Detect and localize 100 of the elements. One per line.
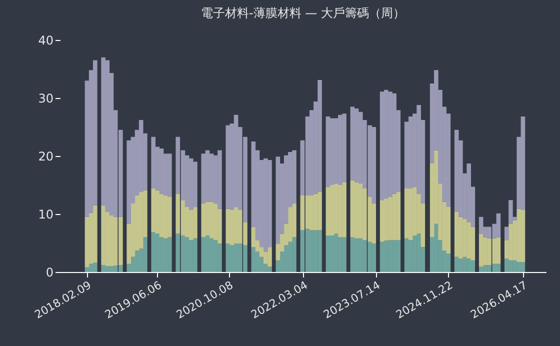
bar [342, 237, 346, 272]
bar [226, 125, 230, 209]
bar [318, 192, 322, 230]
bar [205, 150, 210, 202]
bar [168, 237, 172, 272]
bar [408, 116, 413, 188]
bar [209, 202, 214, 238]
bar [326, 186, 330, 236]
bar [151, 188, 156, 232]
bar [88, 264, 94, 272]
bar [188, 158, 194, 210]
bar [209, 154, 214, 202]
bar [470, 260, 476, 272]
bar [388, 92, 392, 197]
bar [504, 226, 509, 240]
bar [318, 230, 322, 272]
bar [512, 260, 517, 272]
bar [159, 237, 164, 272]
bar [326, 116, 330, 187]
bar [338, 114, 342, 185]
bar [496, 264, 501, 272]
bar [334, 118, 338, 184]
bar [163, 238, 168, 272]
y-tick-label: 40 [38, 34, 54, 48]
bar [168, 154, 172, 197]
bar [218, 150, 222, 209]
bar [288, 207, 292, 242]
bar [264, 158, 268, 252]
bar [392, 194, 396, 240]
bar [342, 114, 346, 182]
bar [516, 208, 522, 262]
bar [372, 244, 376, 272]
bar [205, 202, 210, 236]
bar [354, 182, 359, 238]
bar [516, 262, 522, 272]
bar [101, 205, 106, 266]
bar [330, 235, 334, 272]
bar [155, 190, 160, 234]
y-tick-label: 30 [38, 92, 54, 106]
bar [201, 154, 206, 204]
bar [350, 237, 355, 272]
bar [184, 237, 190, 272]
bar [404, 188, 409, 238]
y-tick-label: 0 [46, 266, 54, 280]
bar [520, 210, 526, 262]
bar [163, 195, 168, 238]
bar [388, 240, 392, 272]
bar [226, 244, 230, 272]
bar [458, 258, 463, 272]
bar [188, 210, 194, 240]
bar [338, 237, 342, 272]
bar [483, 237, 488, 266]
bar [168, 196, 172, 238]
bar [358, 183, 363, 238]
bar [504, 258, 509, 272]
bar [230, 245, 234, 272]
bar [354, 238, 359, 272]
bar [396, 192, 401, 240]
bar [380, 200, 384, 242]
bar [380, 242, 384, 272]
bar [143, 237, 148, 272]
bar [454, 212, 459, 257]
bar [434, 224, 438, 272]
bar [101, 265, 106, 272]
bar [408, 188, 413, 240]
bar [466, 258, 471, 272]
bar [230, 210, 234, 246]
bar [159, 148, 164, 194]
bar [151, 136, 156, 188]
bar [330, 118, 334, 185]
bar [496, 213, 501, 238]
bar [292, 237, 296, 272]
bar [462, 256, 467, 272]
bar [105, 60, 110, 212]
bar [384, 90, 388, 198]
bar [276, 156, 280, 244]
bar [388, 196, 392, 240]
y-tick-label: 20 [38, 150, 54, 164]
bar [462, 218, 467, 257]
bar [384, 240, 388, 272]
bar [109, 215, 114, 266]
bar [105, 266, 110, 272]
bar [151, 232, 156, 272]
bar [392, 93, 396, 194]
bar [201, 204, 206, 238]
bar [209, 238, 214, 272]
bar [268, 160, 272, 248]
bar [446, 253, 451, 272]
bar [350, 180, 355, 238]
bar [268, 247, 272, 267]
bar [138, 120, 144, 192]
bar [478, 234, 484, 267]
bar [201, 237, 206, 272]
bar [138, 192, 144, 249]
bar [226, 208, 230, 244]
bar [155, 234, 160, 272]
bar [350, 106, 355, 180]
bar [93, 262, 98, 272]
bar [234, 207, 238, 244]
bar [330, 185, 334, 236]
